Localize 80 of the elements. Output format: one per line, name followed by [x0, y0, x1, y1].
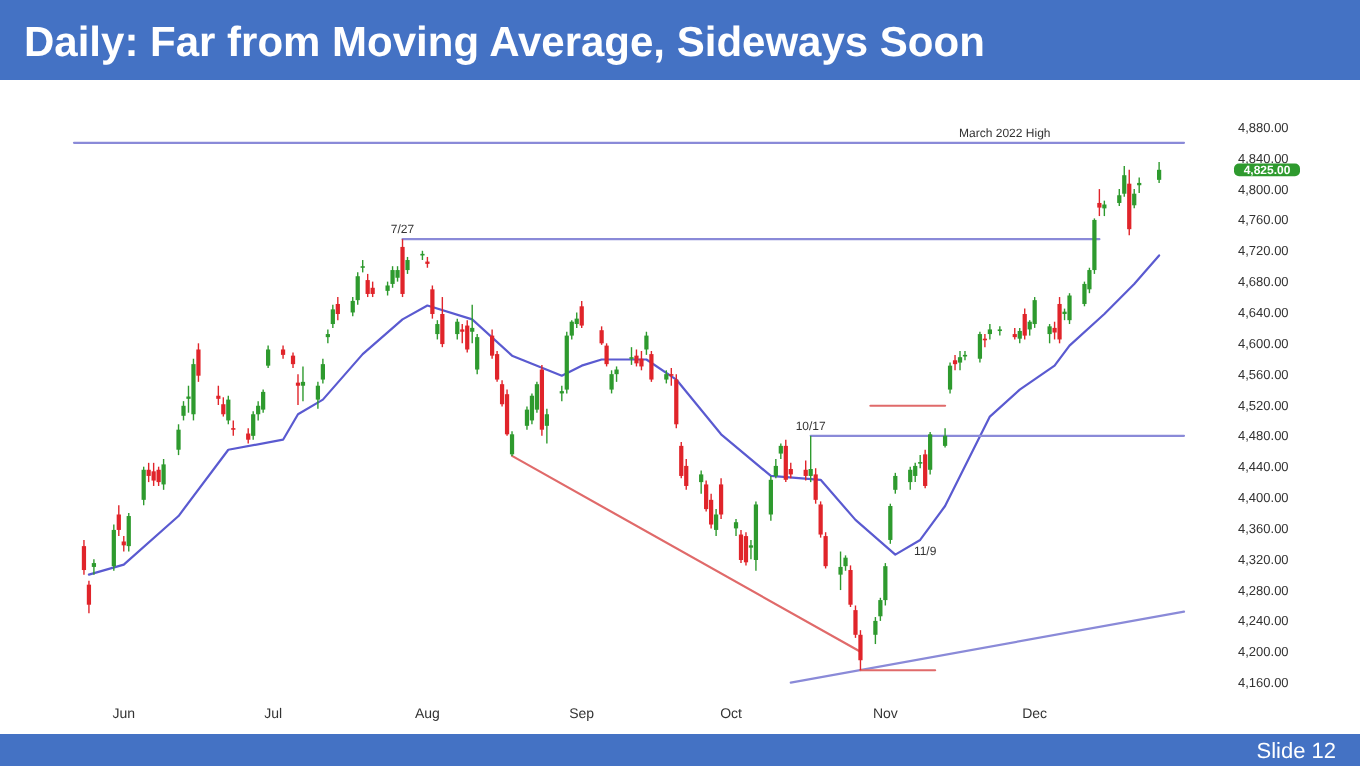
candlestick [987, 323, 992, 341]
candlestick [196, 342, 201, 383]
candlestick [699, 469, 704, 495]
candlestick [893, 472, 898, 495]
candlestick [455, 317, 460, 341]
candlestick [803, 459, 808, 482]
candlestick [544, 408, 549, 445]
candlestick [838, 550, 843, 591]
text: Slide 12 [1256, 740, 1336, 764]
candlestick [430, 284, 435, 320]
candlestick [435, 319, 440, 341]
candlestick [335, 296, 340, 321]
candlestick [390, 265, 395, 289]
candlestick [504, 388, 510, 437]
candlestick [465, 319, 470, 354]
candlestick [91, 558, 97, 576]
candlestick [330, 304, 335, 329]
candlestick [913, 462, 918, 483]
candlestick [649, 350, 654, 383]
candlestick [644, 331, 649, 356]
candlestick [141, 465, 146, 506]
candlestick [1157, 161, 1162, 184]
candlestick [126, 512, 131, 553]
candlestick [86, 580, 92, 614]
candlestick [908, 465, 913, 491]
candlestick [176, 423, 181, 456]
candlestick [400, 238, 405, 298]
candlestick [738, 529, 744, 564]
candlestick [604, 342, 609, 368]
candlestick [1122, 165, 1127, 198]
candlestick [783, 439, 788, 483]
candlestick [873, 616, 878, 645]
candlestick [1067, 292, 1072, 325]
candlestick [440, 296, 445, 348]
candlestick [888, 503, 893, 545]
candlestick [928, 431, 933, 476]
candlestick [1132, 188, 1137, 210]
candlestick [151, 462, 156, 487]
candlestick [942, 427, 948, 449]
candlestick [146, 462, 151, 483]
candlestick [713, 508, 719, 537]
candlestick [261, 388, 266, 414]
candlestick [509, 430, 515, 457]
candlestick [743, 531, 749, 567]
candlestick [111, 523, 116, 572]
candlestick [295, 373, 301, 406]
candlestick [808, 435, 813, 483]
candlestick [1032, 296, 1037, 329]
candlestick [325, 328, 330, 345]
candlestick [947, 361, 953, 395]
candlestick [1047, 323, 1052, 345]
candlestick [599, 325, 604, 346]
candlestick [161, 458, 166, 491]
candlestick [1022, 307, 1027, 341]
candlestick [116, 504, 121, 537]
candlestick [957, 350, 963, 371]
candlestick [266, 344, 271, 369]
candlestick [848, 564, 853, 608]
candlestick [718, 477, 724, 520]
candlestick [365, 273, 370, 298]
candlestick [1097, 188, 1102, 217]
candlestick [733, 518, 739, 537]
candlestick [674, 373, 679, 429]
candlestick [813, 467, 818, 505]
candlestick [579, 300, 584, 329]
candlestick [300, 365, 306, 402]
candlestick [156, 465, 161, 487]
candlestick [997, 325, 1002, 337]
candlestick [1057, 296, 1062, 345]
candlestick [1127, 169, 1132, 237]
candlestick [639, 350, 644, 371]
candlestick [977, 331, 983, 364]
candlestick [952, 354, 958, 371]
candlestick [609, 369, 614, 395]
candlestick [923, 449, 928, 489]
chart-title: Daily: Far from Moving Average, Sideways Soon [24, 20, 985, 66]
candlestick [226, 395, 231, 425]
line-series [87, 254, 1161, 576]
candlestick [460, 323, 465, 345]
candlestick [81, 539, 87, 576]
